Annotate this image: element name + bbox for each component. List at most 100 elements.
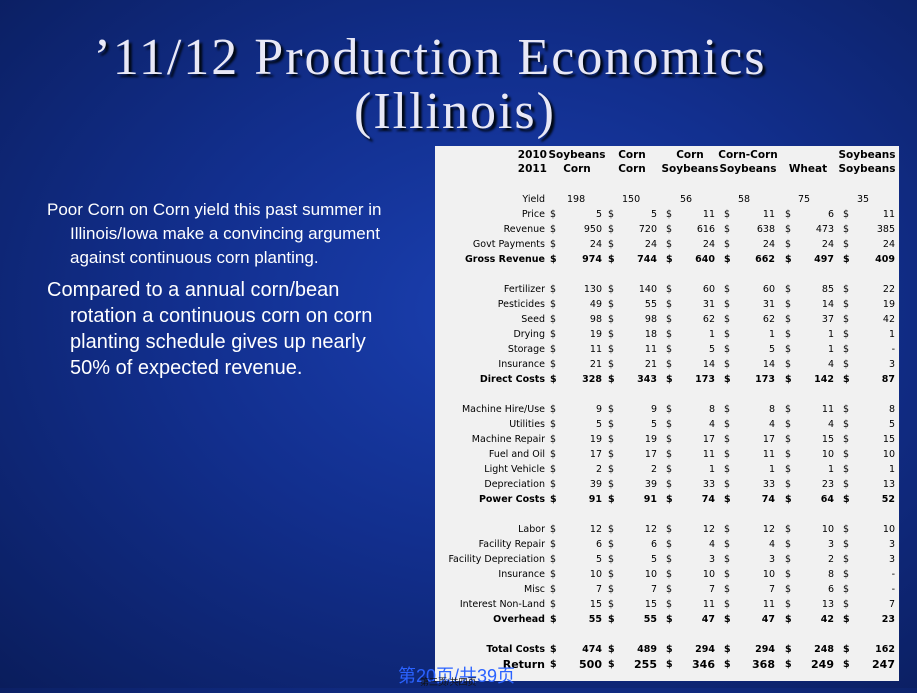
cell-value: 11	[762, 599, 775, 610]
dollar-sign: $	[550, 404, 557, 415]
row-label: Misc	[523, 584, 545, 595]
dollar-sign: $	[550, 599, 557, 610]
cell-value: 2	[595, 464, 602, 475]
dollar-sign: $	[666, 644, 673, 655]
dollar-sign: $	[785, 344, 792, 355]
dollar-sign: $	[785, 239, 792, 250]
table-row: Storage $11 $11 $5 $5 $1 $ -	[435, 342, 899, 357]
dollar-sign: $	[608, 374, 615, 385]
cell-value: 18	[644, 329, 657, 340]
row-label: Return	[502, 658, 545, 671]
dollar-sign: $	[843, 284, 850, 295]
cell-value: 8	[708, 404, 715, 415]
dollar-sign: $	[785, 524, 792, 535]
cell-value: 12	[762, 524, 775, 535]
cell-value: 85	[821, 284, 834, 295]
column-header-bottom: Soybeans	[719, 163, 777, 175]
dollar-sign: $	[608, 584, 615, 595]
cell-value: 7	[888, 599, 895, 610]
cell-value: 7	[708, 584, 715, 595]
dollar-sign: $	[608, 359, 615, 370]
cell-value: 21	[644, 359, 657, 370]
cell-value: 1	[708, 329, 715, 340]
dollar-sign: $	[550, 494, 557, 505]
dollar-sign: $	[608, 569, 615, 580]
dollar-sign: $	[608, 314, 615, 325]
dollar-sign: $	[608, 209, 615, 220]
dollar-sign: $	[785, 329, 792, 340]
cell-value: 473	[815, 224, 834, 235]
cell-value: 4	[708, 419, 715, 430]
cell-value: 60	[702, 284, 715, 295]
cell-value: 198	[567, 194, 586, 205]
cell-value: 37	[821, 314, 834, 325]
dollar-sign: $	[785, 209, 792, 220]
dollar-sign: $	[608, 239, 615, 250]
cell-value: 343	[637, 374, 657, 385]
cell-value: 55	[588, 614, 602, 625]
cell-value: 7	[595, 584, 602, 595]
dollar-sign: $	[843, 599, 850, 610]
dollar-sign: $	[785, 539, 792, 550]
column-header: Corn-Corn Soybeans	[716, 148, 780, 180]
year-header: 2010 2011	[507, 148, 547, 180]
cell-value: 55	[644, 299, 657, 310]
cell-value: 255	[634, 658, 657, 671]
cell-value: 55	[643, 614, 657, 625]
row-label: Utilities	[509, 419, 545, 430]
dollar-sign: $	[608, 224, 615, 235]
cell-value: 1	[888, 464, 895, 475]
cell-value: 17	[589, 449, 602, 460]
page-number-small: 第三页/共四页	[420, 677, 477, 687]
cell-value: 14	[762, 359, 775, 370]
dollar-sign: $	[843, 449, 850, 460]
cell-value: 5	[595, 209, 602, 220]
year-label: 2011	[517, 163, 547, 175]
dollar-sign: $	[666, 254, 673, 265]
cell-value: 5	[595, 554, 602, 565]
cell-value: 294	[695, 644, 715, 655]
dollar-sign: $	[785, 404, 792, 415]
cell-value: 74	[701, 494, 715, 505]
dollar-sign: $	[550, 224, 557, 235]
table-row: Facility Depreciation $5 $5 $3 $3 $2 $3	[435, 552, 899, 567]
table-row: Return $500 $255 $346 $368 $249 $247	[435, 657, 899, 672]
column-header-top	[776, 148, 840, 162]
row-label: Overhead	[493, 614, 545, 625]
dollar-sign: $	[608, 329, 615, 340]
dollar-sign: $	[785, 254, 792, 265]
cell-value: 10	[821, 449, 834, 460]
dollar-sign: $	[666, 434, 673, 445]
dollar-sign: $	[608, 344, 615, 355]
cell-value: 39	[589, 479, 602, 490]
dollar-sign: $	[666, 209, 673, 220]
dollar-sign: $	[843, 374, 850, 385]
column-header-top: Corn-Corn	[718, 149, 778, 161]
cell-value: 33	[702, 479, 715, 490]
table-row: Light Vehicle $2 $2 $1 $1 $1 $1	[435, 462, 899, 477]
cell-value: 5	[650, 554, 657, 565]
row-label: Interest Non-Land	[459, 599, 545, 610]
dollar-sign: $	[843, 329, 850, 340]
table-row: Drying $19 $18 $1 $1 $1 $1	[435, 327, 899, 342]
cell-value: 1	[827, 329, 834, 340]
dollar-sign: $	[666, 524, 673, 535]
dollar-sign: $	[608, 464, 615, 475]
dollar-sign: $	[843, 314, 850, 325]
cell-value: 248	[814, 644, 834, 655]
cell-value: 3	[768, 554, 775, 565]
dollar-sign: $	[550, 449, 557, 460]
row-label: Drying	[513, 329, 545, 340]
cell-value: 6	[595, 539, 602, 550]
cell-value: 7	[768, 584, 775, 595]
dollar-sign: $	[724, 614, 731, 625]
cell-value: 1	[888, 329, 895, 340]
dollar-sign: $	[666, 659, 673, 670]
dollar-sign: $	[550, 554, 557, 565]
dollar-sign: $	[666, 419, 673, 430]
cell-value: 3	[708, 554, 715, 565]
column-header: Soybeans Soybeans	[835, 148, 899, 180]
dollar-sign: $	[666, 404, 673, 415]
dollar-sign: $	[724, 539, 731, 550]
dollar-sign: $	[666, 584, 673, 595]
